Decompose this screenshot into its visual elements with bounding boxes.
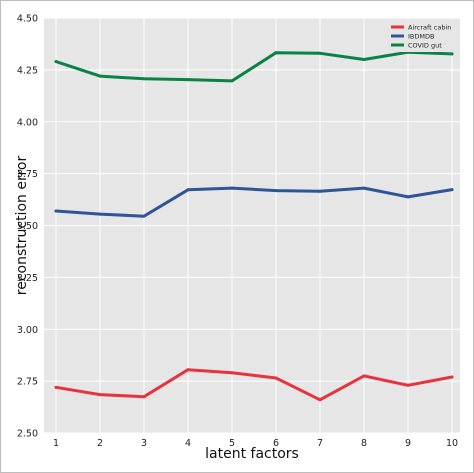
data-point [54, 60, 58, 64]
data-point [274, 189, 278, 193]
y-tick-label: 3.00 [17, 325, 38, 336]
x-tick-label: 3 [141, 438, 147, 449]
data-point [362, 374, 366, 378]
series-line-0 [54, 368, 454, 402]
series-line-1 [54, 186, 454, 218]
data-point [274, 376, 278, 380]
x-tick-label: 10 [446, 438, 458, 449]
data-point [230, 79, 234, 83]
data-point [318, 51, 322, 55]
x-tick-label: 5 [229, 438, 235, 449]
y-tick-label: 2.75 [17, 377, 38, 388]
x-tick-label: 8 [361, 438, 367, 449]
legend-entry: IBDMDB [408, 32, 434, 40]
legend-entry: COVID gut [408, 41, 442, 49]
y-axis-label: reconstruction error [14, 156, 30, 296]
y-tick-label: 3.75 [17, 169, 38, 180]
data-point [362, 186, 366, 190]
x-tick-label: 7 [317, 438, 323, 449]
data-point [406, 383, 410, 387]
data-point [450, 52, 454, 56]
data-point [274, 51, 278, 55]
x-axis-ticks: 1 2 3 4 5 6 7 8 9 10 [53, 438, 458, 449]
x-tick-label: 6 [273, 438, 279, 449]
y-tick-label: 4.25 [17, 65, 38, 76]
x-tick-label: 2 [97, 438, 103, 449]
data-point [362, 58, 366, 61]
x-tick-label: 4 [185, 438, 191, 449]
legend-entry: Aircraft cabin [408, 23, 451, 31]
data-point [142, 77, 146, 81]
data-point [186, 368, 190, 372]
series-layer [54, 50, 454, 402]
y-axis-ticks: 2.50 2.75 3.00 3.25 3.50 3.75 4.00 4.25 4.50 [17, 14, 38, 440]
data-point [406, 195, 410, 199]
data-point [98, 74, 102, 78]
y-tick-label: 3.25 [17, 273, 38, 284]
x-axis-label: latent factors [205, 446, 299, 462]
y-tick-label: 4.50 [17, 14, 38, 25]
data-point [98, 393, 102, 397]
data-point [230, 186, 234, 190]
y-tick-label: 2.50 [17, 429, 38, 440]
data-point [318, 189, 322, 193]
x-tick-label: 9 [405, 438, 411, 449]
data-point [54, 385, 58, 389]
data-point [142, 214, 146, 218]
series-line-2 [54, 50, 454, 83]
y-tick-label: 4.00 [17, 117, 38, 128]
data-point [54, 209, 58, 213]
grid [44, 17, 460, 434]
y-tick-label: 3.50 [17, 221, 38, 232]
data-point [450, 375, 454, 379]
data-point [230, 371, 234, 375]
data-point [142, 395, 146, 399]
data-point [450, 188, 454, 192]
x-tick-label: 1 [53, 438, 59, 449]
data-point [318, 398, 322, 402]
data-point [186, 188, 190, 192]
data-point [186, 78, 190, 82]
data-point [98, 212, 102, 216]
